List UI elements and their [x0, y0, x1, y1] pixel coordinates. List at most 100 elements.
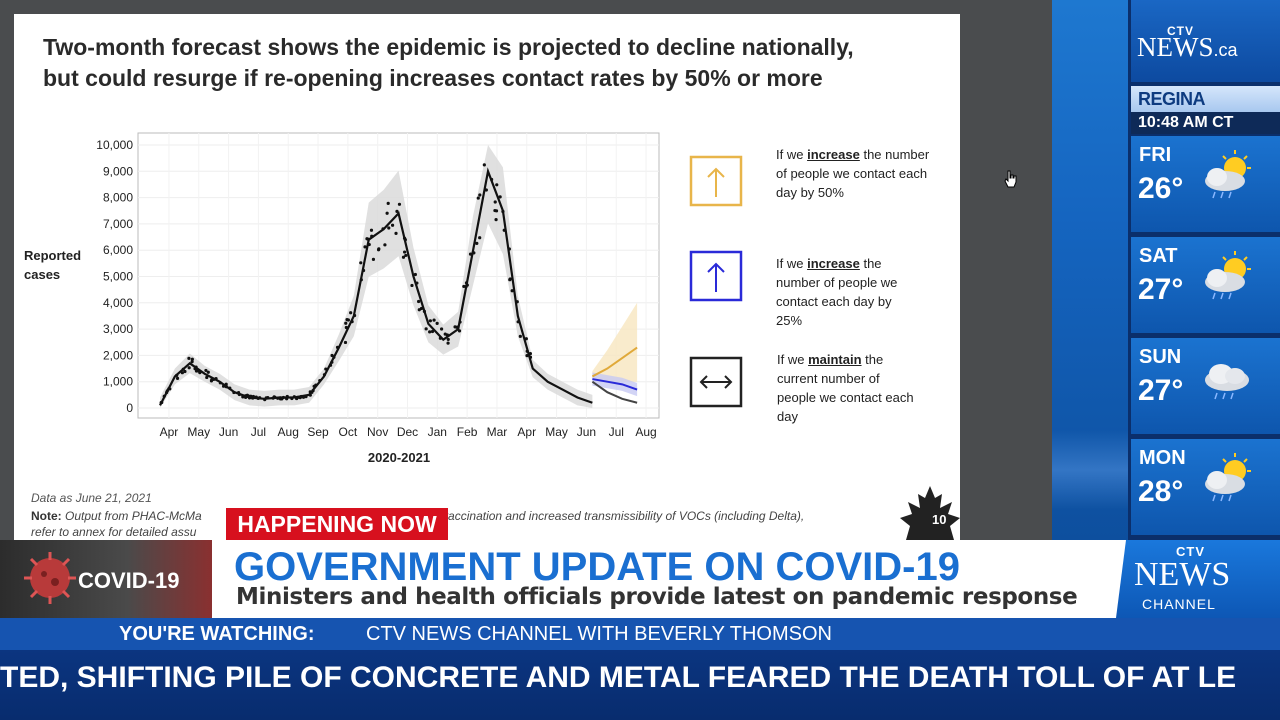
forecast-day-sun: SUN 27° [1131, 336, 1280, 434]
series-line-increase-25 [592, 378, 638, 391]
data-point [187, 366, 191, 370]
topic-label: COVID-19 [78, 568, 180, 593]
sun-cloud-rain-icon [1205, 251, 1251, 300]
data-point [494, 209, 499, 213]
data-point [478, 193, 482, 197]
note-text-c: refer to annex for detailed assu [31, 525, 197, 539]
ticker-text: TED, SHIFTING PILE OF CONCRETE AND METAL… [0, 661, 1237, 694]
news-ca-wordmark: NEWS.ca [1137, 32, 1238, 62]
y-tick-label: 0 [126, 401, 133, 415]
channel-sub-wordmark: CHANNEL [1142, 596, 1216, 612]
data-point [498, 195, 502, 199]
series-line-fit [159, 167, 593, 406]
data-point [397, 202, 402, 206]
note-text-b: of vaccination and increased transmissib… [428, 509, 805, 523]
data-point [385, 211, 389, 215]
data-point [344, 321, 348, 325]
ctv-wordmark: CTV [1167, 24, 1194, 38]
data-point [390, 223, 395, 227]
x-tick-label: Jun [219, 425, 238, 439]
data-point [478, 236, 482, 240]
forecast-band-25 [592, 372, 638, 397]
decorative-blue-strip [1052, 0, 1128, 540]
forecast-day-name: SUN [1139, 346, 1182, 368]
forecast-temp: 27° [1138, 273, 1184, 306]
x-tick-label: Nov [367, 425, 388, 439]
data-point [439, 327, 444, 331]
covid-topic-box: COVID-19 [0, 540, 212, 618]
output-note: Note: Output from PHAC-McMa of vaccinatio… [31, 508, 804, 540]
arrow-glyph [699, 375, 733, 389]
y-tick-label: 2,000 [103, 348, 133, 362]
page-number: 10 [932, 512, 947, 527]
virus-icon [24, 552, 76, 604]
x-tick-label: Jun [577, 425, 596, 439]
data-point [476, 196, 480, 200]
data-point [401, 255, 406, 259]
data-point [428, 319, 432, 323]
x-tick-label: May [187, 425, 210, 439]
hand-cursor-icon [1004, 170, 1017, 188]
data-point [206, 370, 210, 374]
forecast-temp: 26° [1138, 172, 1184, 205]
data-point [404, 253, 408, 258]
note-text-a: Output from PHAC-McMa [65, 509, 202, 523]
headline: GOVERNMENT UPDATE ON COVID-19 [234, 545, 960, 589]
y-tick-label: 8,000 [103, 191, 133, 205]
sun-cloud-rain-icon [1205, 150, 1251, 199]
data-point [424, 327, 428, 331]
y-tick-label: 1,000 [103, 375, 133, 389]
forecast-temp: 27° [1138, 374, 1184, 407]
forecast-temp: 28° [1138, 475, 1184, 508]
data-point [428, 330, 432, 334]
x-tick-label: May [545, 425, 568, 439]
data-point [510, 289, 514, 293]
data-point [183, 369, 187, 374]
y-axis-label: Reported [24, 248, 81, 263]
legend-item-maintain: If we maintain the current number of peo… [777, 352, 914, 424]
sun-cloud-rain-icon [1205, 453, 1251, 502]
weather-city: REGINA [1131, 86, 1280, 112]
data-point [349, 311, 353, 315]
slide-title: Two-month forecast shows the epidemic is… [43, 32, 953, 94]
x-tick-label: Sep [307, 425, 329, 439]
arrow-up-blue-icon [689, 250, 743, 302]
watching-value: CTV NEWS CHANNEL WITH BEVERLY THOMSON [366, 623, 832, 645]
x-tick-label: Apr [160, 425, 179, 439]
data-point [495, 183, 499, 187]
x-tick-label: Dec [397, 425, 418, 439]
forecast-day-name: FRI [1139, 144, 1172, 166]
x-tick-label: Jan [428, 425, 447, 439]
forecast-band-50 [592, 302, 638, 382]
channel-ctv-wordmark: CTV [1176, 544, 1205, 559]
data-point [359, 261, 363, 265]
data-point [175, 376, 180, 380]
data-point [446, 337, 450, 342]
forecast-day-name: MON [1139, 447, 1186, 469]
arrow-glyph [707, 167, 725, 197]
legend-item-increase-50: If we increase the number of people we c… [776, 147, 930, 200]
note-label: Note: [31, 509, 62, 523]
forecast-day-sat: SAT 27° [1131, 235, 1280, 333]
data-point [518, 334, 522, 338]
x-tick-label: Oct [339, 425, 358, 439]
series-line-increase-50 [591, 346, 638, 378]
data-point [410, 283, 414, 288]
ctv-news-channel-logo: CTV NEWS CHANNEL [1116, 540, 1280, 618]
data-point [371, 257, 376, 261]
data-point [475, 241, 479, 245]
now-watching-bar: YOU'RE WATCHING: CTV NEWS CHANNEL WITH B… [0, 618, 1280, 650]
subheadline: Ministers and health officials provide l… [236, 584, 1078, 610]
data-point [204, 368, 208, 373]
happening-now-badge: HAPPENING NOW [226, 508, 448, 540]
y-tick-label: 3,000 [103, 322, 133, 336]
uncertainty-band [160, 145, 593, 408]
y-axis-label: cases [24, 267, 60, 282]
presentation-slide: Two-month forecast shows the epidemic is… [14, 14, 960, 540]
y-tick-label: 9,000 [103, 164, 133, 178]
watching-label: YOU'RE WATCHING: [119, 623, 315, 645]
forecast-chart: 10,000 9,000 8,000 7,000 6,000 5,000 4,000 3,00… [24, 132, 743, 465]
data-point [413, 272, 417, 277]
data-point [377, 247, 381, 251]
data-point [363, 245, 367, 249]
